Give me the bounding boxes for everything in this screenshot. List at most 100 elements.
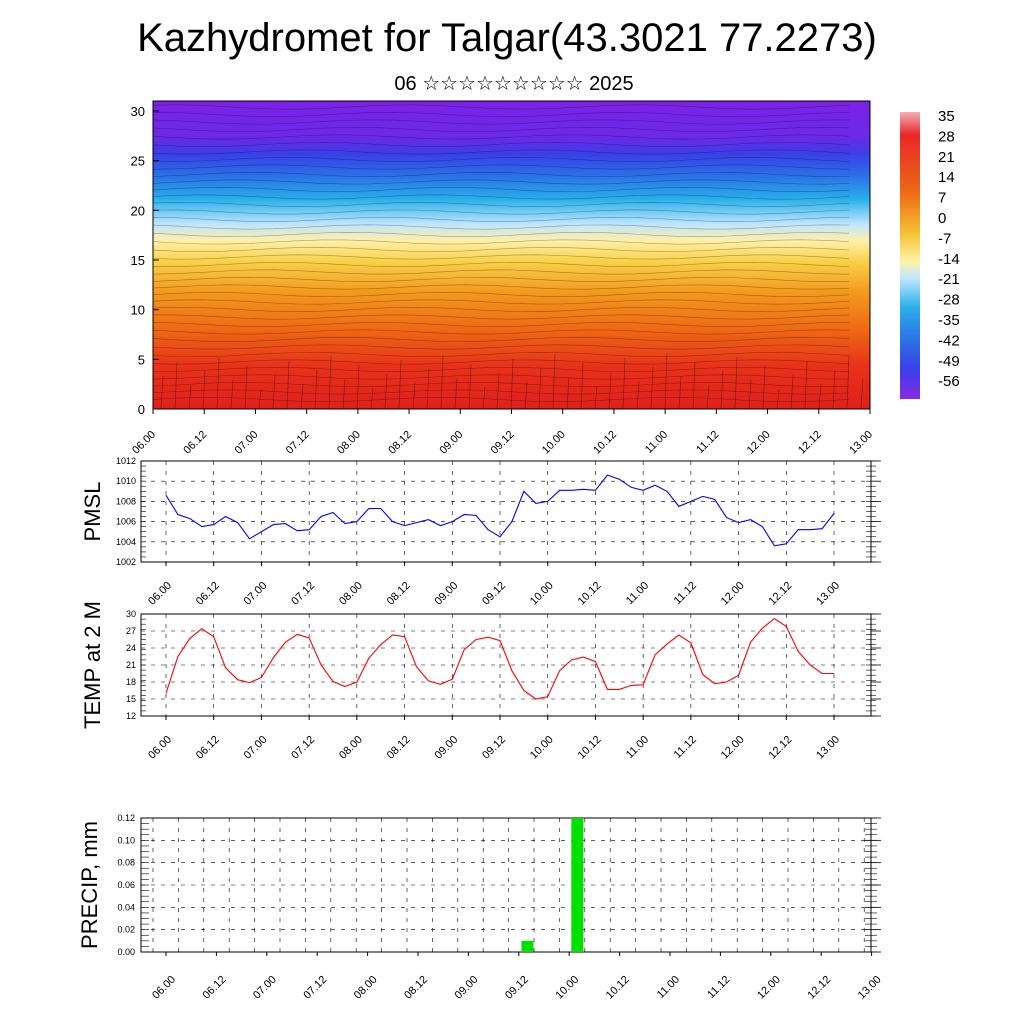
- wind-barb: [776, 388, 780, 410]
- y-tick-label: 20: [131, 203, 145, 218]
- x-tick-label: 08.12: [385, 580, 413, 608]
- wind-line: [152, 171, 850, 178]
- y-tick-label: 15: [131, 253, 145, 268]
- wind-barb: [398, 359, 402, 410]
- wind-barb: [286, 360, 290, 410]
- wind-barb: [622, 357, 626, 410]
- x-tick-label: 09.12: [489, 429, 517, 457]
- wind-barb: [356, 364, 360, 410]
- x-tick-label: 07.12: [284, 429, 312, 457]
- wind-barb: [524, 381, 528, 410]
- wind-line: [152, 239, 850, 245]
- precip-panel: 0.12 0.10 0.08 0.06 0.04 0.02 0.00 06.00 06.12 07…: [77, 813, 884, 1002]
- wind-barb: [860, 378, 864, 410]
- x-tick-label: 07.00: [242, 734, 270, 762]
- wind-barb: [608, 371, 612, 410]
- x-tick-label: 12.00: [719, 734, 747, 762]
- wind-barb: [258, 388, 262, 410]
- wind-line: [152, 314, 850, 320]
- wind-line: [152, 246, 850, 253]
- wind-barb: [762, 365, 766, 410]
- x-tick-label: 11.12: [705, 974, 732, 1001]
- x-tick-label: 08.00: [337, 734, 365, 762]
- y-tick-label: 18: [126, 677, 136, 687]
- wind-line: [152, 276, 850, 283]
- chart-subtitle: 06 ☆☆☆☆☆☆☆☆☆ 2025: [394, 73, 634, 95]
- wind-barb: [832, 369, 836, 410]
- wind-barb: [706, 384, 710, 410]
- section-fill: [153, 101, 870, 409]
- series-line: [165, 474, 835, 547]
- y-tick-label: 1002: [116, 557, 136, 567]
- wind-barb: [174, 361, 178, 410]
- wind-line: [152, 359, 850, 365]
- wind-barb: [692, 361, 696, 410]
- x-tick-label: 09.12: [503, 974, 531, 1002]
- wind-barb: [384, 373, 388, 410]
- wind-barb: [538, 367, 542, 410]
- y-tick-label: 25: [131, 154, 145, 169]
- precip-bar: [571, 818, 584, 952]
- wind-line: [152, 336, 850, 343]
- x-tick-label: 07.12: [289, 580, 317, 608]
- wind-barb: [202, 370, 206, 410]
- x-tick-label: 13.00: [814, 734, 842, 762]
- x-tick-label: 06.12: [194, 580, 222, 608]
- x-tick-label: 13.00: [814, 580, 842, 608]
- wind-line: [152, 321, 850, 328]
- wind-barb: [314, 369, 318, 410]
- x-tick-label: 13.00: [856, 974, 884, 1002]
- y-tick-label: 0.02: [117, 925, 135, 935]
- wind-line: [152, 179, 850, 185]
- x-tick-label: 11.00: [655, 974, 682, 1001]
- y-tick-label: 12: [126, 711, 136, 721]
- wind-line: [152, 104, 850, 110]
- wind-barb: [244, 365, 248, 410]
- x-tick-label: 06.00: [146, 580, 174, 608]
- colorbar-label: -28: [938, 292, 960, 309]
- pmsl-panel: 1012 1010 1008 1006 1004 1002 06.00 06.12 07.00 0…: [80, 456, 881, 608]
- x-tick-label: 09.12: [480, 734, 508, 762]
- colorbar-label: 28: [938, 128, 955, 145]
- wind-line: [152, 186, 850, 193]
- x-tick-label: 08.12: [386, 429, 414, 457]
- wind-barb: [566, 376, 570, 410]
- x-tick-label: 12.00: [755, 974, 783, 1002]
- x-tick-label: 10.12: [576, 734, 604, 762]
- wind-barb: [496, 372, 500, 410]
- y-tick-label: 0.06: [117, 880, 135, 890]
- wind-barb: [454, 377, 458, 410]
- wind-line: [152, 216, 850, 223]
- wind-line: [152, 291, 850, 298]
- y-axis-label: TEMP at 2 M: [80, 601, 105, 729]
- wind-barb: [230, 379, 234, 410]
- colorbar-label: 7: [938, 190, 946, 207]
- x-tick-label: 12.00: [719, 580, 747, 608]
- x-tick-label: 11.00: [624, 580, 651, 607]
- wind-line: [152, 284, 850, 290]
- y-tick-label: 15: [126, 694, 136, 704]
- wind-barb: [552, 353, 556, 410]
- colorbar: 35 28 21 14 7 0 -7 -14 -21 -28 -35 -42 -49 -56: [900, 108, 960, 399]
- wind-barb: [720, 370, 724, 410]
- wind-barb: [580, 362, 584, 410]
- x-tick-label: 12.12: [796, 429, 824, 457]
- y-tick-label: 1012: [116, 456, 136, 466]
- wind-line: [152, 254, 850, 260]
- colorbar-label: 21: [938, 149, 955, 166]
- x-tick-label: 09.12: [480, 580, 508, 608]
- x-tick-label: 07.12: [301, 974, 329, 1002]
- wind-line: [152, 119, 849, 125]
- wind-barb: [804, 360, 808, 410]
- x-tick-label: 08.00: [337, 580, 365, 608]
- y-axis-label: PRECIP, mm: [77, 821, 102, 949]
- colorbar-label: -42: [938, 332, 960, 349]
- wind-barb: [678, 375, 682, 410]
- x-tick-label: 06.00: [146, 734, 174, 762]
- x-tick-label: 11.12: [672, 580, 699, 607]
- wind-barb: [412, 382, 416, 410]
- x-tick-label: 11.00: [643, 429, 670, 456]
- x-tick-label: 11.00: [624, 734, 651, 761]
- colorbar-label: -49: [938, 353, 960, 370]
- x-tick-label: 10.12: [604, 974, 632, 1002]
